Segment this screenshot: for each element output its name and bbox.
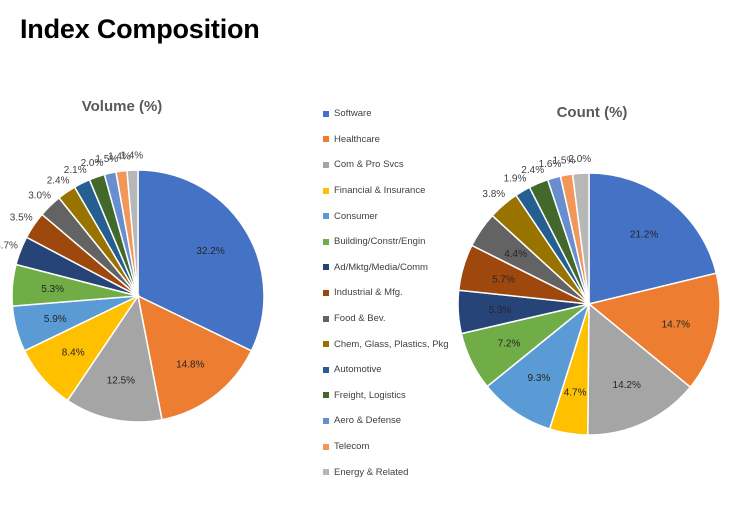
slice-data-label: 2.1% [64, 165, 87, 176]
slice-data-label: 4.4% [504, 249, 527, 260]
legend-item: Healthcare [323, 127, 449, 153]
legend-swatch [323, 264, 329, 271]
legend-item: Financial & Insurance [323, 178, 449, 204]
slice-data-label: 3.0% [28, 191, 51, 202]
legend-label: Aero & Defense [334, 415, 402, 427]
slice-data-label: 2.4% [521, 165, 544, 176]
slice-data-label: 2.0% [568, 154, 591, 165]
legend-label: Industrial & Mfg. [334, 287, 403, 299]
legend-label: Food & Bev. [334, 313, 386, 325]
legend-swatch [323, 110, 329, 117]
legend-item: Freight, Logistics [323, 383, 449, 409]
pie-slice [587, 302, 692, 436]
legend-label: Energy & Related [334, 466, 409, 478]
slice-data-label: 1.4% [108, 152, 131, 163]
legend-item: Ad/Mktg/Media/Comm [323, 255, 449, 281]
legend-swatch [323, 238, 329, 245]
legend-label: Automotive [334, 364, 382, 376]
legend-item: Automotive [323, 357, 449, 383]
slice-data-label: 21.2% [630, 230, 658, 241]
legend-swatch [323, 366, 329, 373]
slice-data-label: 4.7% [564, 388, 587, 399]
legend-item: Industrial & Mfg. [323, 280, 449, 306]
legend-swatch [323, 161, 329, 168]
slice-data-label: 8.4% [62, 348, 85, 359]
legend-swatch [323, 392, 329, 399]
legend-swatch [323, 315, 329, 322]
legend-label: Building/Constr/Engin [334, 236, 426, 248]
pie-slice [66, 294, 163, 423]
pie-slice [137, 169, 265, 352]
slice-data-label: 14.2% [613, 380, 641, 391]
pie-slice [587, 272, 721, 389]
legend-swatch [323, 289, 329, 296]
legend-label: Chem, Glass, Plastics, Pkg [334, 338, 449, 350]
chart-legend: Software Healthcare Com & Pro Svcs Financia… [323, 101, 449, 485]
slice-data-label: 14.7% [662, 319, 690, 330]
slice-data-label: 1.5% [95, 154, 118, 165]
slice-data-label: 1.4% [120, 151, 143, 162]
legend-label: Com & Pro Svcs [334, 159, 404, 171]
legend-item: Energy & Related [323, 459, 449, 485]
slice-data-label: 32.2% [196, 246, 224, 257]
slice-data-label: 1.6% [539, 159, 562, 170]
slice-data-label: 5.9% [44, 314, 67, 325]
legend-swatch [323, 341, 329, 348]
slice-data-label: 5.3% [41, 284, 64, 295]
legend-swatch [323, 187, 329, 194]
slice-data-label: 3.8% [482, 189, 505, 200]
legend-item: Chem, Glass, Plastics, Pkg [323, 331, 449, 357]
legend-swatch [323, 443, 329, 450]
volume-chart-title: Volume (%) [82, 98, 163, 115]
legend-label: Financial & Insurance [334, 185, 426, 197]
legend-swatch [323, 136, 329, 143]
legend-item: Aero & Defense [323, 408, 449, 434]
slice-data-label: 9.3% [528, 373, 551, 384]
legend-item: Telecom [323, 434, 449, 460]
page-title: Index Composition [20, 14, 260, 44]
pie-slice [486, 301, 591, 430]
legend-label: Healthcare [334, 133, 380, 145]
legend-swatch [323, 213, 329, 220]
slice-data-label: 2.4% [47, 175, 70, 186]
legend-item: Software [323, 101, 449, 127]
slice-data-label: 1.9% [504, 174, 527, 185]
slice-data-label: 5.7% [492, 275, 515, 286]
legend-label: Ad/Mktg/Media/Comm [334, 261, 428, 273]
slice-data-label: 2.0% [81, 158, 104, 169]
pie-slice [588, 172, 718, 305]
pie-slice [136, 294, 253, 421]
legend-label: Software [334, 108, 372, 120]
slice-data-label: 7.2% [498, 339, 521, 350]
slice-data-label: 3.7% [0, 241, 18, 252]
slice-data-label: 1.5% [553, 156, 576, 167]
pie-slice [571, 172, 590, 305]
slice-data-label: 3.5% [10, 213, 33, 224]
legend-item: Com & Pro Svcs [323, 152, 449, 178]
legend-swatch [323, 469, 329, 476]
legend-item: Consumer [323, 203, 449, 229]
legend-item: Food & Bev. [323, 306, 449, 332]
slice-data-label: 12.5% [107, 376, 135, 387]
legend-label: Consumer [334, 210, 378, 222]
slice-data-label: 14.8% [176, 359, 204, 370]
pie-slice [126, 169, 139, 297]
count-chart-title: Count (%) [557, 104, 628, 121]
slice-data-label: 5.3% [489, 305, 512, 316]
legend-swatch [323, 417, 329, 424]
legend-item: Building/Constr/Engin [323, 229, 449, 255]
legend-label: Telecom [334, 441, 370, 453]
legend-label: Freight, Logistics [334, 389, 406, 401]
